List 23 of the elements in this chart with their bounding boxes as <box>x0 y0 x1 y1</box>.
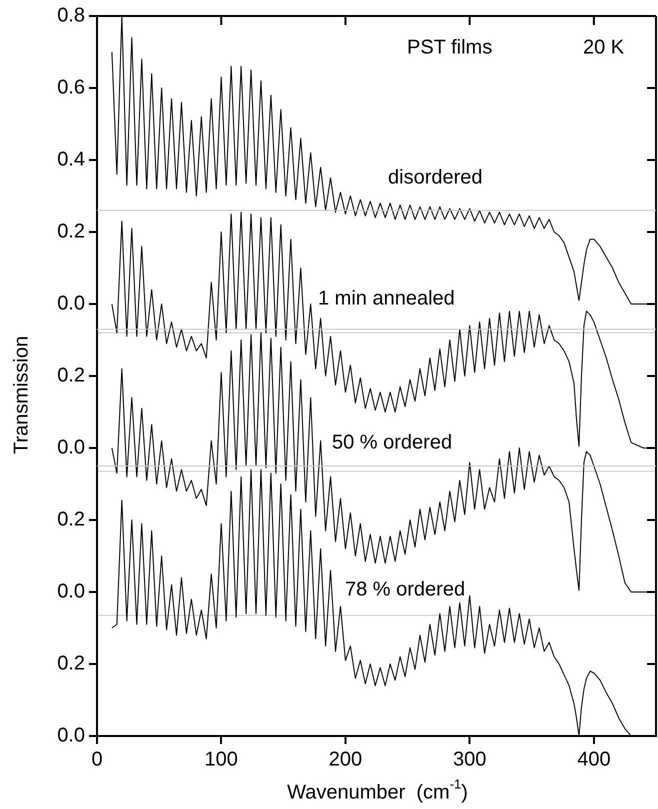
x-tick-label: 300 <box>452 748 486 771</box>
x-tick-label: 400 <box>577 748 611 771</box>
annotation: 20 K <box>583 36 625 59</box>
x-tick-label: 0 <box>91 748 103 771</box>
y-tick-label: 0.2 <box>57 652 85 675</box>
x-tick-label: 100 <box>204 748 238 771</box>
y-tick-label: 0.0 <box>57 436 85 459</box>
y-tick-label: 0.2 <box>57 220 85 243</box>
series-label: 50 % ordered <box>332 432 452 454</box>
y-tick-label: 0.2 <box>57 508 85 531</box>
series-label: 1 min annealed <box>318 288 455 310</box>
series-label: 78 % ordered <box>345 578 466 601</box>
y-tick-label: 0.0 <box>57 724 85 747</box>
annotation: PST films <box>407 36 492 59</box>
x-tick-label: 200 <box>328 748 362 771</box>
y-tick-label: 0.4 <box>57 148 85 171</box>
y-tick-label: 0.6 <box>57 76 85 99</box>
y-axis-title: Transmission <box>10 336 33 454</box>
y-tick-label: 0.0 <box>57 292 85 315</box>
y-tick-label: 0.0 <box>57 580 85 603</box>
y-tick-label: 0.2 <box>57 364 85 387</box>
y-tick-label: 0.8 <box>57 4 85 27</box>
series-label: disordered <box>388 166 483 189</box>
